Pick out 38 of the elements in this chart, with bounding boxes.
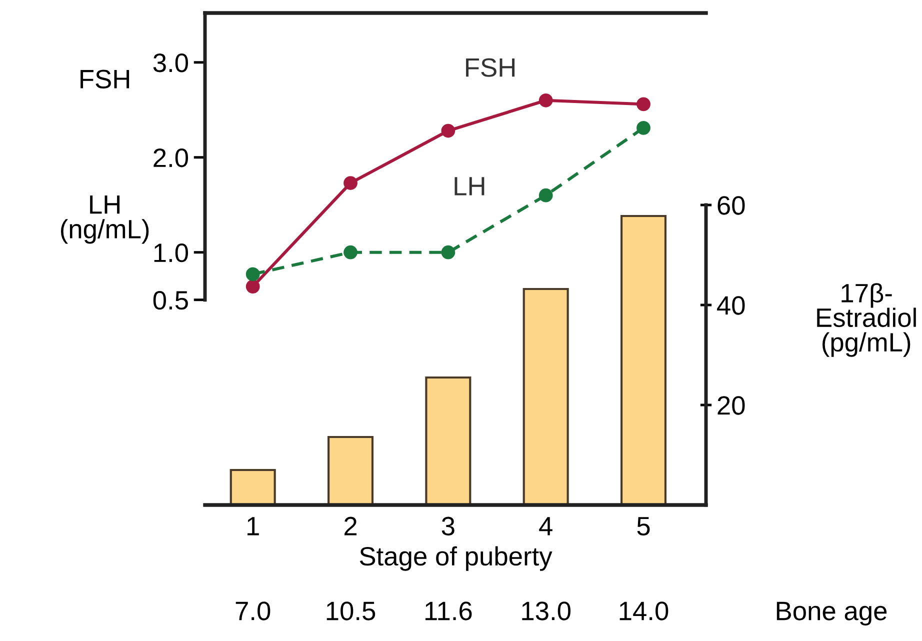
y-tick-label: 2.0 bbox=[154, 148, 188, 168]
y-tick-label: 1.0 bbox=[154, 243, 188, 262]
text: 11.6 bbox=[425, 602, 472, 620]
text: 13.0 bbox=[522, 602, 570, 620]
y2-tick-label: 20 bbox=[718, 396, 745, 415]
x-axis-title: Stage of puberty bbox=[360, 546, 552, 571]
y-tick-label: 0.5 bbox=[153, 290, 188, 310]
x-tick-label: 3 bbox=[442, 516, 454, 536]
text: Bone age bbox=[776, 602, 887, 626]
bar bbox=[522, 288, 569, 505]
text: 7.0 bbox=[236, 602, 270, 620]
text: 10.5 bbox=[326, 602, 376, 620]
text: FSH LH (ng/mL) bbox=[60, 70, 149, 244]
text: 14.0 bbox=[620, 602, 668, 620]
bar bbox=[327, 436, 374, 505]
y2-axis-title: 17β- Estradiol (pg/mL) bbox=[817, 283, 916, 357]
x-tick-label: 2 bbox=[344, 516, 357, 536]
point bbox=[538, 93, 553, 108]
point bbox=[344, 245, 358, 260]
series-label: FSH bbox=[466, 58, 515, 77]
point bbox=[246, 280, 260, 294]
point bbox=[636, 97, 650, 112]
bar bbox=[620, 214, 667, 505]
point bbox=[538, 188, 553, 202]
y2-tick-label: 60 bbox=[718, 196, 745, 215]
y2-tick-label: 40 bbox=[717, 296, 745, 315]
series-label: LH bbox=[454, 177, 484, 196]
x-tick-label: 1 bbox=[248, 517, 259, 536]
y-tick-label: 3.0 bbox=[153, 54, 188, 72]
point bbox=[441, 124, 456, 138]
bar bbox=[230, 468, 276, 505]
point bbox=[636, 120, 650, 135]
x-tick-label: 5 bbox=[637, 517, 650, 536]
point bbox=[344, 176, 358, 190]
bar bbox=[425, 376, 472, 505]
x-tick-label: 4 bbox=[539, 517, 552, 536]
point bbox=[441, 245, 456, 260]
point bbox=[246, 267, 260, 282]
